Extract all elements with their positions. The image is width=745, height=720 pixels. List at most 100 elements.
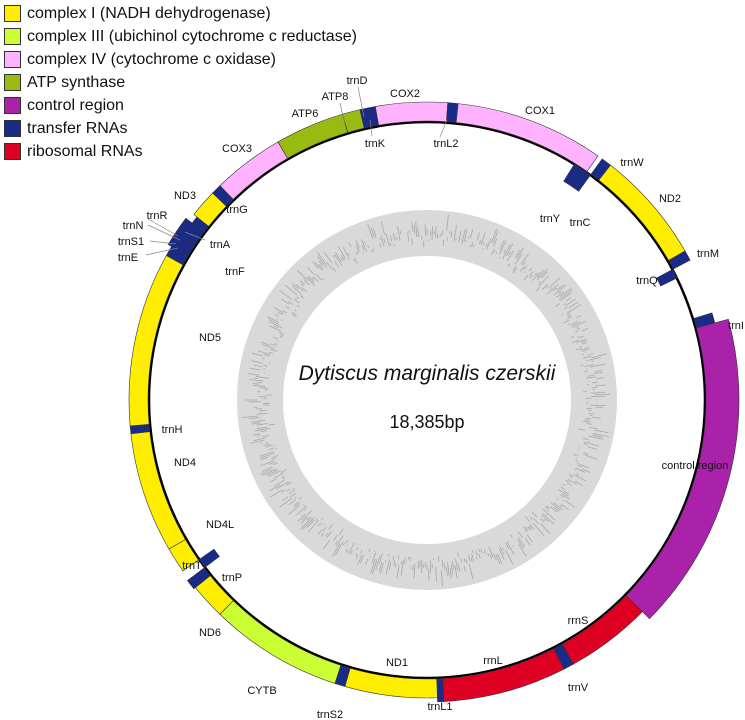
legend-item: complex III (ubichinol cytochrome c redu… (4, 25, 357, 48)
gene-label-trnl2: trnL2 (433, 138, 458, 150)
gc-skew-bar (321, 517, 324, 520)
gc-skew-bar (271, 457, 277, 461)
label-leader-line (439, 119, 448, 138)
gc-skew-ring (237, 210, 617, 590)
gc-skew-bar (526, 534, 533, 543)
gc-skew-bar (388, 561, 392, 571)
gc-skew-bar (561, 483, 566, 487)
gene-label-trne: trnE (118, 252, 138, 264)
gc-skew-bar (480, 232, 486, 246)
gc-skew-bar (457, 552, 459, 557)
gc-skew-bar (399, 231, 402, 235)
gc-skew-bar (291, 313, 297, 318)
gc-skew-bar (317, 255, 328, 269)
gc-skew-bar (361, 245, 365, 251)
gc-skew-bar (498, 240, 507, 255)
legend-swatch (4, 120, 21, 137)
gene-label-trnc: trnC (570, 217, 591, 229)
gc-skew-bar (259, 452, 275, 459)
gc-skew-bar (558, 291, 562, 294)
gc-skew-bar (566, 313, 570, 316)
gc-skew-bar (499, 545, 505, 555)
gene-label-trnv: trnV (568, 682, 589, 694)
gc-skew-bar (268, 447, 274, 450)
gene-arc-trnt (198, 548, 220, 568)
gc-skew-bar (461, 229, 466, 244)
gc-skew-bar (379, 553, 383, 564)
gc-skew-bar (478, 553, 481, 559)
gc-skew-bar (531, 511, 538, 518)
gc-skew-bar (583, 441, 600, 447)
gc-skew-bar (276, 481, 290, 490)
gc-skew-bar (501, 547, 504, 550)
gc-skew-bar (292, 286, 302, 295)
gc-skew-bar (514, 249, 521, 258)
gc-skew-bar (563, 303, 567, 306)
gc-skew-bar (592, 433, 610, 438)
gc-skew-bar (352, 258, 355, 262)
gc-skew-bar (460, 558, 462, 563)
gc-skew-bar (281, 298, 290, 305)
gc-skew-bar (594, 429, 609, 434)
gc-skew-bar (313, 276, 319, 282)
gc-skew-bar (559, 287, 573, 298)
gc-skew-bar (385, 233, 390, 246)
gc-skew-bar (288, 301, 293, 305)
gc-skew-bar (542, 508, 556, 521)
gc-skew-bar (529, 271, 534, 276)
gc-skew-bar (261, 434, 269, 438)
gc-skew-bar (559, 494, 565, 498)
gene-label-nd6: ND6 (199, 627, 221, 639)
gc-skew-bar (355, 554, 359, 560)
gene-label-cytb: CYTB (247, 685, 276, 697)
gc-skew-bar (573, 474, 586, 482)
gc-skew-bar (570, 336, 575, 339)
gc-skew-bar (582, 437, 589, 441)
gc-skew-bar (540, 523, 551, 534)
gc-skew-bar (561, 493, 570, 500)
gene-arc-trnm (668, 250, 691, 270)
gc-skew-bar (270, 489, 283, 498)
gene-label-cox2: COX2 (390, 88, 420, 100)
gc-skew-bar (505, 542, 510, 550)
gc-skew-bar (303, 509, 306, 511)
gc-skew-bar (253, 364, 263, 368)
gc-skew-bar (470, 556, 473, 562)
gc-skew-bar (590, 392, 606, 394)
gc-skew-bar (370, 227, 375, 238)
gc-skew-bar (280, 334, 284, 337)
gc-skew-bar (533, 518, 539, 525)
gc-skew-bar (579, 346, 590, 351)
gc-skew-bar (322, 526, 327, 532)
gc-skew-bar (379, 237, 382, 241)
gc-skew-bar (282, 496, 289, 501)
gc-skew-bar (253, 433, 261, 436)
gc-skew-bar (435, 566, 437, 582)
gc-skew-bar (583, 370, 588, 373)
gc-skew-bar (268, 351, 273, 354)
gc-skew-bar (328, 524, 333, 530)
gc-skew-bar (583, 355, 591, 359)
gc-skew-bar (578, 428, 586, 431)
gc-skew-bar (582, 342, 587, 345)
gc-skew-bar (270, 343, 277, 347)
gc-skew-bar (249, 379, 264, 382)
gc-skew-bar (488, 546, 494, 558)
gc-skew-bar (521, 253, 530, 265)
gc-skew-bar (270, 348, 278, 352)
gc-skew-bar (584, 419, 590, 421)
gc-skew-bar (576, 315, 582, 319)
gc-skew-bar (288, 489, 296, 495)
gc-skew-bar (569, 476, 572, 478)
gc-skew-bar (578, 335, 584, 339)
gc-skew-bar (508, 251, 511, 256)
gc-skew-bar (553, 284, 567, 296)
gc-skew-bar (260, 341, 271, 346)
gc-skew-bar (337, 245, 346, 260)
gc-skew-bar (274, 307, 285, 314)
gc-skew-bar (518, 543, 527, 557)
gc-skew-bar (506, 541, 515, 555)
gc-skew-bar (455, 558, 459, 571)
gc-skew-bar (524, 526, 529, 531)
